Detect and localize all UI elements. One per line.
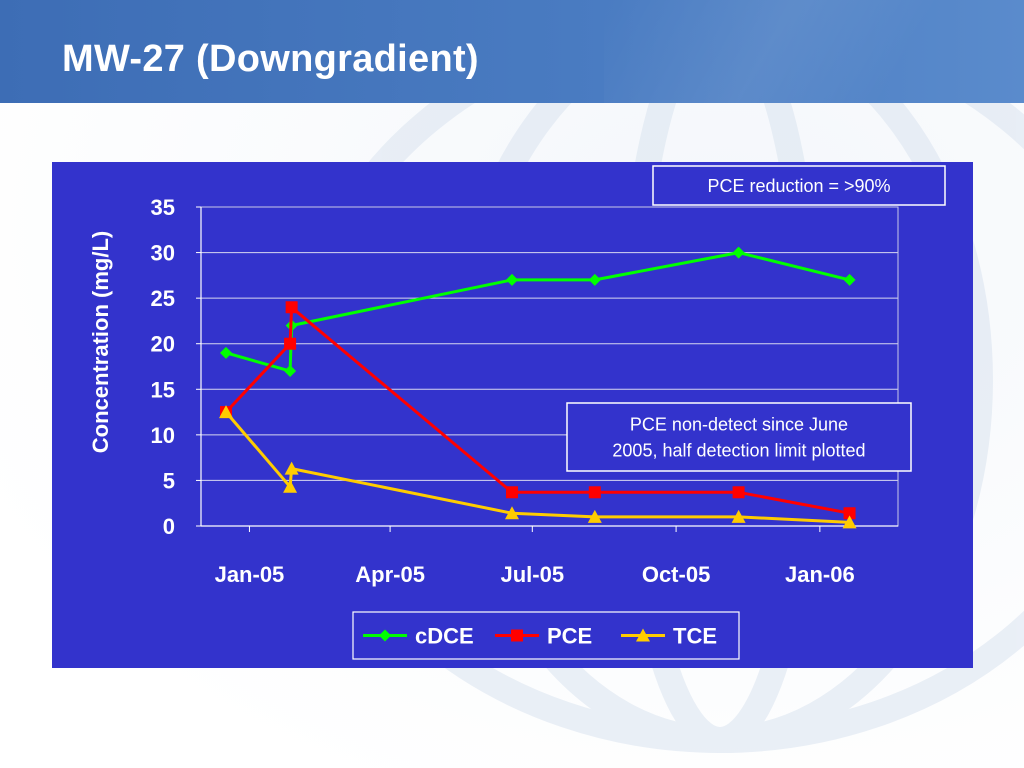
legend-entry-pce: PCE — [495, 624, 592, 649]
y-tick-label: 20 — [151, 332, 175, 357]
chart-panel: 0 5 10 15 20 25 30 35 Jan-05 Apr-05 Jul-05 Oct-05 Ja… — [52, 162, 973, 668]
x-tick-label: Oct-05 — [642, 562, 710, 587]
legend-label: TCE — [673, 624, 717, 649]
data-point-pce — [732, 486, 745, 499]
data-point-cdce — [588, 273, 601, 286]
annotation-reduction: PCE reduction = >90% — [652, 165, 946, 206]
data-point-pce — [588, 486, 601, 499]
legend-label: cDCE — [415, 624, 474, 649]
legend-entry-cdce: cDCE — [363, 624, 474, 649]
x-tick-label: Jan-06 — [785, 562, 855, 587]
x-tick-label: Jan-05 — [215, 562, 285, 587]
data-point-cdce — [284, 365, 297, 378]
title-band — [0, 0, 1024, 103]
gridlines — [201, 206, 898, 481]
y-tick-label: 10 — [151, 423, 175, 448]
data-point-tce — [219, 405, 234, 419]
title-band-highlight — [604, 0, 1024, 103]
annotation-text: PCE reduction = >90% — [707, 176, 890, 196]
annotations: PCE reduction = >90% PCE non-detect since… — [566, 165, 946, 472]
line-chart: 0 5 10 15 20 25 30 35 Jan-05 Apr-05 Jul-05 Oct-05 Ja… — [88, 165, 946, 660]
series-cdce — [220, 246, 856, 378]
data-point-pce — [284, 337, 297, 350]
legend-marker — [511, 629, 523, 642]
legend-marker — [636, 628, 650, 642]
y-axis-title: Concentration (mg/L) — [88, 231, 113, 453]
data-point-pce — [505, 486, 518, 499]
y-tick-label: 25 — [151, 286, 175, 311]
data-point-cdce — [843, 273, 856, 286]
legend: cDCE PCE TCE — [352, 611, 740, 660]
series-group — [219, 246, 857, 529]
y-tick-label: 35 — [151, 195, 175, 220]
data-point-cdce — [220, 346, 233, 359]
data-point-tce — [504, 506, 519, 520]
annotation-text: 2005, half detection limit plotted — [612, 440, 865, 460]
series-line-cdce — [225, 251, 850, 373]
slide-title: MW-27 (Downgradient) — [62, 38, 479, 80]
annotation-nondetect: PCE non-detect since June 2005, half dete… — [566, 402, 912, 472]
y-tick-label: 0 — [163, 514, 175, 539]
data-point-tce — [587, 509, 602, 523]
data-point-pce — [285, 301, 298, 314]
y-tick-label: 5 — [163, 468, 175, 493]
y-tick-label: 15 — [151, 377, 175, 402]
annotation-box — [566, 402, 912, 472]
annotation-box — [652, 165, 946, 206]
data-point-pce — [843, 507, 856, 520]
x-tick-label: Jul-05 — [501, 562, 565, 587]
data-point-cdce — [732, 246, 745, 259]
axes: 0 5 10 15 20 25 30 35 Jan-05 Apr-05 Jul-05 Oct-05 Ja… — [151, 195, 898, 587]
series-tce — [219, 405, 857, 529]
legend-marker — [379, 629, 391, 642]
legend-entry-tce: TCE — [621, 624, 717, 649]
annotation-text: PCE non-detect since June — [630, 414, 848, 434]
data-point-tce — [283, 479, 298, 493]
data-point-cdce — [505, 273, 518, 286]
legend-box — [352, 611, 740, 660]
data-point-tce — [842, 515, 857, 529]
data-point-tce — [284, 461, 299, 475]
legend-label: PCE — [547, 624, 592, 649]
x-tick-label: Apr-05 — [355, 562, 425, 587]
plot-area-border — [200, 206, 899, 527]
y-tick-label: 30 — [151, 241, 175, 266]
data-point-tce — [731, 509, 746, 523]
